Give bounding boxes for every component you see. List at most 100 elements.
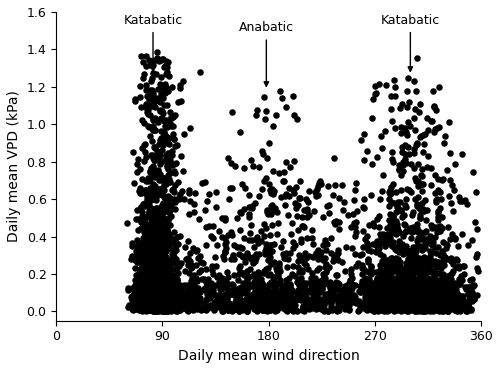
Point xyxy=(418,200,426,206)
Point xyxy=(144,280,152,286)
Point xyxy=(416,296,424,302)
Point xyxy=(388,156,396,162)
Point xyxy=(176,283,184,289)
Point xyxy=(368,161,376,167)
Point xyxy=(321,238,329,243)
Point xyxy=(424,303,432,309)
Point xyxy=(439,271,447,277)
Point xyxy=(432,306,440,312)
Point xyxy=(130,302,138,307)
Point xyxy=(447,258,455,263)
Point xyxy=(424,236,432,242)
Point xyxy=(148,254,156,260)
Point xyxy=(152,286,160,292)
Point xyxy=(180,244,188,250)
Point xyxy=(302,297,310,303)
Point xyxy=(323,203,331,209)
Point xyxy=(160,230,168,236)
Point xyxy=(156,190,164,196)
Point xyxy=(320,302,328,308)
Point xyxy=(376,234,384,240)
Point xyxy=(152,293,160,299)
Point xyxy=(186,288,194,294)
Point xyxy=(412,259,420,265)
Point xyxy=(428,118,436,124)
Point xyxy=(150,230,158,236)
Point xyxy=(146,208,154,214)
Point xyxy=(155,220,163,226)
Point xyxy=(161,276,169,282)
Point xyxy=(221,283,229,289)
Point xyxy=(159,299,167,305)
Point xyxy=(148,302,156,308)
Point xyxy=(156,286,164,292)
Point xyxy=(419,277,427,283)
Point xyxy=(142,280,150,286)
Point xyxy=(158,291,166,297)
Point xyxy=(420,208,428,213)
Point xyxy=(176,154,184,159)
Point xyxy=(221,235,229,241)
Point xyxy=(392,287,400,293)
Point xyxy=(170,285,178,291)
Point xyxy=(398,292,406,298)
Point xyxy=(142,214,150,220)
Point xyxy=(422,303,430,309)
Point xyxy=(334,280,342,286)
Point xyxy=(403,132,411,138)
Point xyxy=(438,280,446,286)
Point xyxy=(418,277,426,283)
Point xyxy=(316,296,324,302)
Point xyxy=(392,300,400,306)
Point xyxy=(391,266,399,272)
Point xyxy=(172,288,180,294)
Point xyxy=(159,200,167,206)
Point xyxy=(436,270,444,276)
Point xyxy=(410,307,418,313)
Point xyxy=(163,307,171,313)
Point xyxy=(422,262,430,268)
Point xyxy=(254,306,262,312)
Point xyxy=(165,233,173,239)
Point xyxy=(274,220,282,226)
Point xyxy=(152,253,160,259)
Point xyxy=(162,181,170,187)
Point xyxy=(427,289,435,295)
Point xyxy=(150,171,158,176)
Point xyxy=(172,247,180,253)
Point xyxy=(384,295,392,301)
Point xyxy=(162,257,170,263)
Point xyxy=(414,286,422,292)
Point xyxy=(434,187,442,193)
Point xyxy=(420,308,428,314)
Point xyxy=(383,237,391,243)
Point xyxy=(410,308,418,314)
Point xyxy=(422,291,430,297)
Point xyxy=(311,304,319,310)
Point xyxy=(161,307,169,313)
Point xyxy=(157,280,165,286)
Point xyxy=(240,305,248,311)
Point xyxy=(185,190,193,196)
Point xyxy=(442,297,450,303)
Point xyxy=(422,295,430,301)
Point xyxy=(184,262,192,268)
Point xyxy=(150,301,158,307)
Point xyxy=(148,299,156,305)
Point xyxy=(150,298,158,304)
Point xyxy=(147,300,155,306)
Point xyxy=(146,227,154,233)
Point xyxy=(170,282,177,288)
Point xyxy=(446,283,454,289)
Point xyxy=(142,178,150,184)
Point xyxy=(352,296,360,302)
Point xyxy=(154,266,162,272)
Point xyxy=(142,306,150,312)
Point xyxy=(208,267,216,273)
Point xyxy=(428,240,436,246)
Point xyxy=(426,293,434,299)
Point xyxy=(439,298,447,304)
Point xyxy=(392,286,400,292)
Point xyxy=(151,305,159,310)
Point xyxy=(247,295,255,301)
